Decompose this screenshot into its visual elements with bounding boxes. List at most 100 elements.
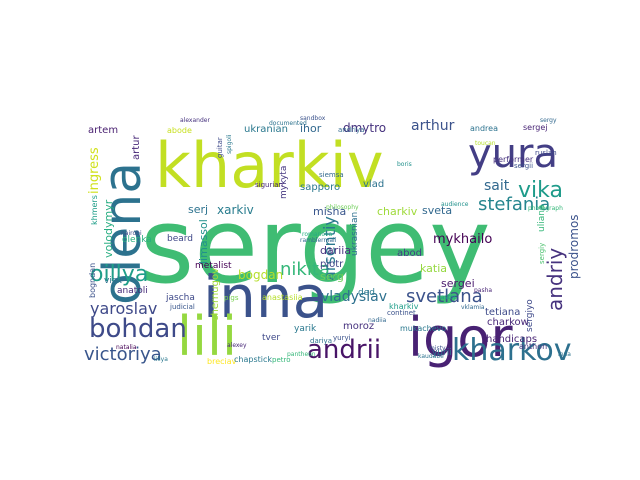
word: arthur (411, 118, 455, 134)
word: mykhailo (433, 232, 492, 247)
word: moroz (343, 321, 374, 332)
word: ukranian (244, 124, 288, 135)
word: igor (408, 306, 513, 369)
word: dariya (310, 337, 332, 345)
word: ihor (300, 122, 322, 135)
word: sandbox (300, 115, 326, 122)
word: toucan (475, 140, 496, 147)
word: olenka (122, 235, 152, 245)
word: sigurian (255, 181, 283, 189)
word: nadiia (368, 317, 387, 324)
word: continet (387, 309, 416, 317)
word: piotr (320, 259, 344, 270)
word: andriy (543, 248, 567, 311)
word: judicial (169, 303, 195, 311)
word: lili (177, 305, 237, 368)
word: yura (468, 131, 558, 177)
word: svetlana (406, 286, 483, 307)
word: chapstick (234, 355, 272, 364)
word: ded (358, 288, 375, 298)
cloud-background (82, 118, 576, 364)
word: artur (131, 135, 142, 160)
word: documented (269, 120, 307, 127)
word: charkiv (377, 205, 418, 218)
word: metalist (195, 261, 232, 271)
word: limassol (197, 219, 210, 264)
word: sergiyo (525, 299, 535, 332)
word: andrea (470, 124, 498, 133)
word: beard (167, 234, 193, 244)
word: bogndan (88, 263, 97, 298)
word: charkow (487, 317, 529, 328)
word: yarik (294, 324, 317, 334)
word: vick (104, 276, 123, 286)
word: dmytro (343, 121, 386, 135)
word: pasha (474, 287, 492, 294)
word: anatoli (117, 286, 148, 296)
word: nairobi (121, 230, 142, 237)
word: natalia (116, 344, 137, 351)
word: ingress (87, 147, 102, 194)
word: serj (188, 203, 208, 216)
word: abode (167, 126, 192, 135)
word: uliana (537, 205, 547, 232)
word: vklamia (461, 304, 485, 311)
word: sait (484, 178, 510, 194)
word: alexander (180, 117, 210, 124)
word: khmers (90, 195, 99, 225)
word: bogdan (238, 268, 283, 282)
word: breciav (207, 357, 237, 366)
word: oillya (90, 262, 148, 287)
word: boris (397, 161, 412, 168)
word: yuryi (333, 334, 351, 342)
word: ramblermail (300, 237, 337, 244)
word: ukrasnian (350, 212, 360, 256)
word: sergii (514, 162, 533, 170)
word: victoriya (84, 344, 162, 365)
word: kharkiv (389, 302, 419, 311)
word: jascha (165, 293, 195, 303)
word: arsentiy (320, 216, 339, 281)
word: sergiy (538, 243, 546, 264)
word: sapporo (300, 182, 340, 193)
word: sveta (422, 204, 452, 217)
word: inna (558, 351, 571, 358)
word: romanova (302, 231, 333, 238)
word: xarkiv (217, 203, 254, 217)
word: photograph (528, 205, 563, 212)
word: sergei (441, 277, 475, 290)
word: mykyta (279, 166, 289, 199)
word: guitar (216, 137, 224, 158)
word: tver (262, 333, 280, 343)
word: volodymyr (102, 199, 115, 258)
word: sergy (540, 117, 557, 124)
word: abod (397, 248, 422, 259)
word: vlad (363, 179, 384, 190)
word: kaudabe (418, 353, 444, 360)
word: chernugov (210, 268, 221, 321)
word: olena (93, 162, 153, 305)
word: spigoli (226, 134, 233, 154)
word: petro (272, 356, 291, 364)
word: kharkiv (155, 129, 384, 202)
word: yaroslav (90, 299, 157, 318)
word: tetiana (485, 307, 520, 318)
word: handicaps (486, 334, 537, 345)
word: nikita (280, 259, 330, 280)
word: pigs (224, 294, 239, 302)
word: stefania (478, 194, 550, 215)
word: kharkov (452, 333, 572, 368)
word: sergej (523, 123, 547, 132)
word: dariia (320, 244, 351, 257)
word: pantheon (287, 351, 316, 358)
word: philosophy (326, 204, 359, 211)
word: liliya (154, 356, 168, 363)
word: andriya (338, 126, 364, 134)
word: alexey (227, 342, 247, 349)
word: anastasiia (262, 293, 303, 302)
word: bohdan (89, 314, 187, 344)
word: vladyslav (321, 289, 387, 305)
word: inna (203, 263, 328, 331)
